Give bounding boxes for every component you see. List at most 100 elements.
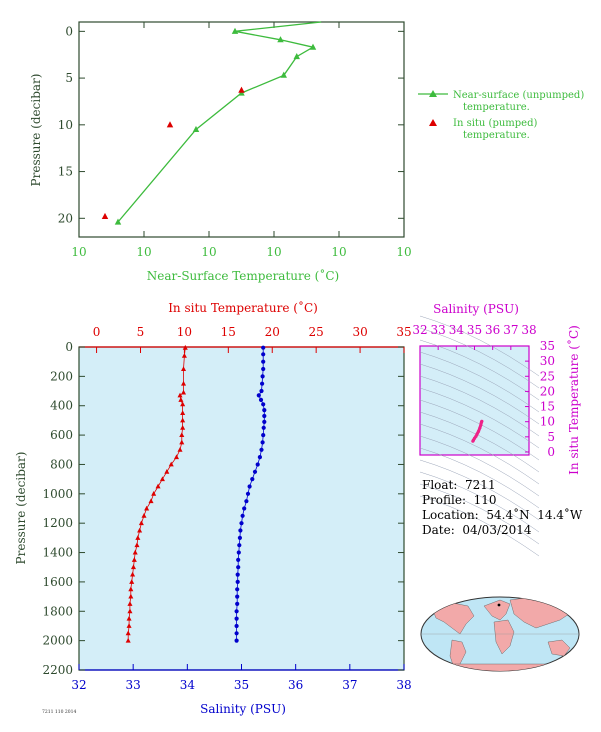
near-surface-y-label: Pressure (decibar) — [29, 74, 43, 187]
salinity-point — [242, 506, 247, 511]
ts-salinity-tick-label: 37 — [503, 323, 518, 337]
pressure-tick-label: 400 — [50, 399, 73, 413]
legend-label-near-surface-2: temperature. — [463, 102, 530, 113]
y-tick-label: 20 — [58, 211, 73, 225]
temperature-point — [126, 623, 132, 628]
temperature-point — [180, 401, 186, 407]
salinity-point — [235, 587, 240, 592]
temperature-point — [180, 424, 186, 430]
legend-marker-in-situ — [429, 119, 437, 126]
salinity-point — [234, 623, 239, 629]
temperature-point — [178, 397, 184, 402]
salinity-point — [261, 425, 266, 430]
x-tick-label: 10 — [136, 245, 151, 259]
ts-temperature-title: In situ Temperature (˚C) — [566, 325, 581, 475]
temperature-profile-line — [127, 347, 186, 641]
temperature-point — [131, 557, 137, 562]
salinity-point — [234, 616, 239, 621]
float-id: Float: 7211 — [422, 478, 496, 492]
temperature-point — [181, 389, 187, 395]
temperature-point — [128, 586, 134, 592]
pressure-tick-label: 2000 — [42, 634, 73, 648]
temperature-tick-label: 0 — [93, 325, 101, 339]
ts-temperature-tick-label: 35 — [540, 339, 555, 353]
temperature-point — [180, 417, 186, 423]
ts-salinity-tick-label: 38 — [521, 323, 536, 337]
near-surface-point — [293, 52, 300, 60]
salinity-point — [261, 359, 266, 364]
pressure-tick-label: 600 — [50, 428, 73, 442]
ts-temperature-tick-label: 20 — [540, 384, 555, 398]
salinity-point — [259, 388, 264, 394]
near-surface-plot-area — [78, 21, 405, 238]
salinity-point — [260, 374, 265, 379]
pressure-tick-label: 200 — [50, 369, 73, 383]
ts-temperature-tick-label: 30 — [540, 354, 555, 368]
pressure-tick-label: 1800 — [42, 604, 73, 618]
temperature-point — [180, 410, 186, 416]
y-tick-label: 15 — [58, 165, 73, 179]
ts-temperature-tick-label: 5 — [547, 430, 555, 444]
salinity-point — [258, 397, 264, 402]
temperature-point — [182, 344, 188, 350]
pressure-tick-label: 2200 — [42, 663, 73, 677]
salinity-point — [256, 393, 261, 398]
salinity-point — [235, 594, 240, 599]
temperature-point — [130, 571, 136, 577]
temperature-point — [129, 579, 135, 584]
salinity-point — [234, 631, 239, 636]
x-tick-label: 10 — [266, 245, 281, 259]
ts-point — [478, 426, 482, 430]
salinity-point — [260, 381, 265, 386]
temperature-point — [159, 476, 165, 482]
near-surface-point — [114, 218, 122, 225]
temperature-point — [181, 366, 187, 371]
legend-label-in-situ-2: temperature. — [463, 130, 530, 141]
temperature-axis-title: In situ Temperature (˚C) — [168, 300, 318, 315]
temperature-point — [168, 461, 174, 467]
salinity-point — [261, 352, 266, 357]
ts-salinity-tick-label: 34 — [449, 323, 465, 337]
salinity-point — [262, 413, 267, 419]
temperature-point — [132, 549, 138, 555]
temperature-point — [130, 564, 136, 570]
salinity-point — [240, 513, 245, 518]
pressure-tick-label: 1000 — [42, 487, 73, 501]
salinity-point — [259, 447, 264, 452]
location: Location: 54.4˚N 14.4˚W — [422, 508, 583, 522]
near-surface-point — [192, 125, 200, 133]
ts-salinity-title: Salinity (PSU) — [433, 302, 519, 316]
x-tick-label: 10 — [396, 245, 411, 259]
x-tick-label: 10 — [331, 245, 346, 259]
ts-salinity-tick-label: 32 — [412, 323, 427, 337]
salinity-point — [236, 565, 241, 570]
pressure-axis-title: Pressure (decibar) — [14, 452, 28, 565]
temperature-point — [125, 637, 131, 643]
temperature-point — [151, 491, 157, 496]
salinity-point — [262, 419, 267, 424]
x-tick-label: 10 — [71, 245, 86, 259]
profile-chart: 0200400600800100012001400160018002000220… — [14, 300, 412, 716]
ts-point — [476, 429, 481, 433]
temperature-point — [155, 483, 161, 489]
pressure-tick-label: 1600 — [42, 575, 73, 589]
temperature-point — [148, 498, 154, 504]
y-tick-label: 0 — [65, 24, 73, 38]
temperature-point — [125, 630, 131, 636]
temperature-point — [126, 615, 132, 621]
pressure-tick-label: 800 — [50, 457, 73, 471]
temperature-point — [128, 593, 134, 599]
near-surface-point — [231, 27, 239, 34]
near-surface-x-label: Near-Surface Temperature (˚C) — [147, 268, 339, 283]
y-tick-label: 10 — [58, 118, 73, 132]
ts-point — [475, 432, 479, 436]
footer-code: 7211 110 2014 — [42, 709, 76, 715]
legend-label-near-surface-1: Near-surface (unpumped) — [453, 90, 584, 101]
temperature-tick-label: 30 — [352, 325, 367, 339]
salinity-tick-label: 37 — [342, 678, 357, 692]
legend-marker-near-surface — [429, 90, 437, 97]
near-surface-point — [277, 36, 284, 43]
salinity-point — [235, 601, 240, 607]
